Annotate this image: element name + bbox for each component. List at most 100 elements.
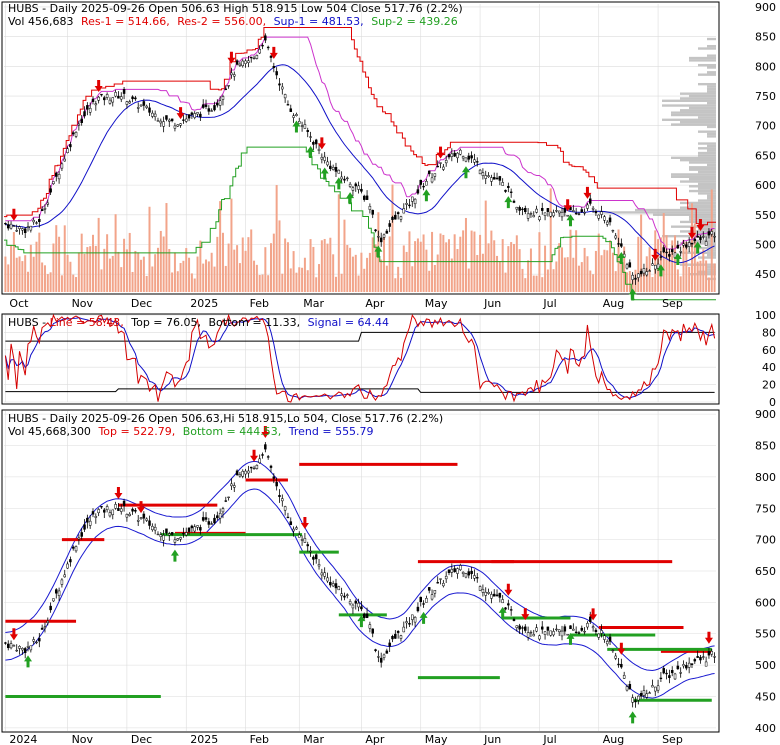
volume-bar	[224, 265, 227, 292]
volume-bar	[18, 256, 21, 292]
trend-candle-body	[422, 603, 425, 605]
volume-bar	[552, 269, 555, 292]
trend-candle-body	[473, 575, 476, 579]
trend-candle-body	[362, 613, 366, 618]
price-candle-body	[131, 96, 134, 100]
trend-candle-body	[634, 700, 637, 703]
trend-candle-body	[617, 663, 620, 666]
trend-candle-body	[699, 656, 702, 661]
trend-candle-body	[481, 589, 485, 593]
buy-arrow	[306, 145, 315, 158]
price-candle-body	[187, 114, 191, 119]
price-candle-body	[32, 219, 35, 223]
volume-bar	[521, 268, 524, 292]
volume-bar	[286, 242, 289, 292]
trend-candle-body	[515, 625, 519, 628]
price-candle-body	[481, 172, 485, 176]
trend-candle-body	[594, 629, 598, 633]
volume-bar	[168, 249, 171, 292]
volume-bar	[594, 250, 597, 292]
volume-profile-bar	[689, 204, 716, 207]
sell-arrow	[696, 218, 705, 231]
price-candle-body	[665, 251, 668, 254]
price-candle-body	[162, 121, 165, 127]
volume-bar	[24, 255, 27, 292]
volume-profile-bar	[707, 87, 716, 91]
volume-bar	[351, 256, 354, 292]
volume-bar	[4, 256, 7, 292]
volume-profile-bar	[707, 54, 716, 57]
volume-bar	[674, 235, 677, 292]
volume-bar	[83, 253, 86, 292]
price-candle-body	[648, 270, 651, 272]
trend-candle-body	[532, 634, 536, 637]
x-tick-label: Dec	[131, 733, 152, 745]
trend-candle-body	[312, 556, 315, 560]
volume-profile-bar	[707, 135, 716, 138]
trend-candle-body	[247, 470, 250, 474]
trend-candle-body	[371, 628, 374, 634]
y-tick-label: 850	[755, 31, 776, 44]
volume-bar	[182, 260, 185, 292]
price-candle-body	[153, 113, 157, 117]
trend-candle-body	[114, 504, 117, 509]
price-candle-body	[23, 228, 27, 234]
price-candle-body	[210, 110, 213, 112]
volume-bar	[244, 250, 247, 292]
price-candle-body	[605, 221, 609, 225]
trend-candle-body	[227, 496, 230, 498]
volume-bar	[357, 275, 360, 292]
trend-candle-body	[199, 527, 202, 531]
volume-bar	[255, 264, 258, 292]
price-candle-body	[577, 213, 581, 215]
trend-candle-body	[264, 444, 267, 450]
price-candle-body	[620, 243, 623, 247]
volume-bar	[66, 254, 69, 292]
volume-bar	[476, 254, 479, 292]
price-candle-body	[690, 242, 694, 245]
price-candle-body	[9, 223, 13, 229]
volume-bar	[388, 236, 391, 292]
trend-candle-body	[329, 581, 332, 586]
volume-bar	[563, 257, 566, 292]
trend-candle-body	[74, 546, 78, 552]
price-candle-body	[617, 243, 620, 245]
volume-bar	[340, 273, 343, 292]
price-candle-body	[26, 226, 30, 228]
trend-panel-arrows	[9, 426, 713, 724]
volume-profile-bar	[698, 154, 716, 157]
price-candle-body	[139, 104, 143, 107]
price-candle-body	[114, 92, 117, 97]
volume-bar	[456, 249, 459, 292]
trend-candle-body	[142, 513, 146, 519]
volume-bar	[450, 258, 453, 292]
price-candle-body	[574, 212, 578, 215]
price-candle-body	[201, 104, 205, 108]
price-candle-body	[470, 155, 473, 159]
price-candle-body	[651, 263, 654, 266]
trend-candle-body	[306, 544, 309, 547]
price-candle-body	[4, 222, 7, 225]
volume-bar	[566, 257, 569, 292]
price-candle-body	[572, 210, 575, 212]
trend-candle-body	[524, 626, 527, 631]
price-candle-body	[29, 225, 33, 231]
trend-candle-body	[444, 575, 448, 580]
trend-candle-body	[589, 616, 592, 622]
volume-bar	[292, 251, 295, 292]
y-tick-label: 750	[755, 502, 776, 515]
price-candle-body	[473, 159, 476, 163]
trend-candle-body	[642, 690, 646, 696]
volume-bar	[250, 229, 253, 292]
price-candle-body	[413, 198, 417, 205]
price-candle-body	[77, 123, 81, 126]
volume-bar	[21, 261, 24, 292]
trend-candle-body	[374, 649, 377, 651]
trend-candle-body	[4, 642, 7, 644]
sup2-value: Sup-2 = 439.26	[371, 15, 458, 28]
price-candle-body	[233, 74, 236, 77]
volume-bar	[258, 275, 261, 292]
volume-bar	[15, 257, 18, 292]
y-tick-label: 800	[755, 471, 776, 484]
volume-profile-bar	[689, 59, 716, 62]
